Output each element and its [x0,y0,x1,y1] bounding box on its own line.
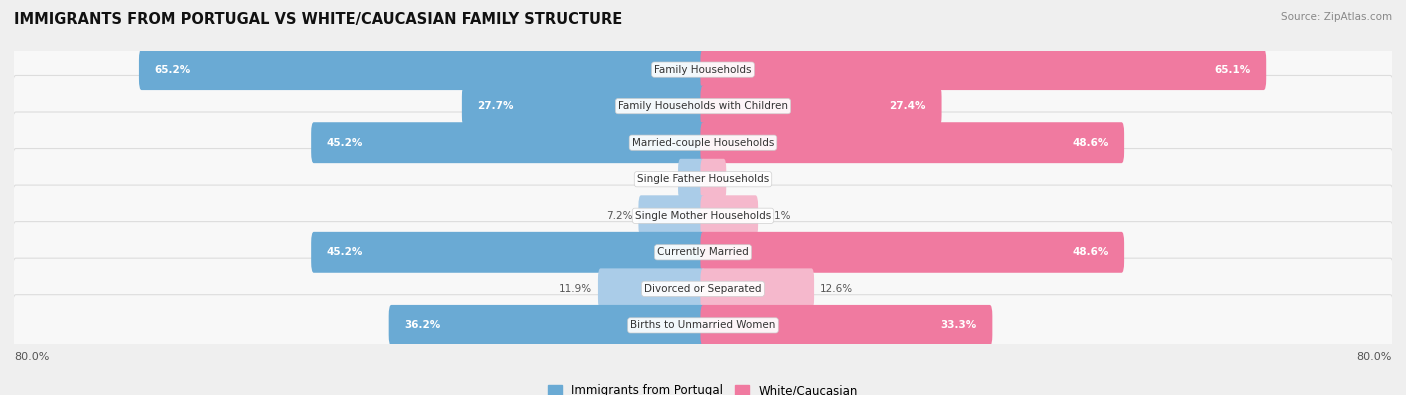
FancyBboxPatch shape [13,112,1393,173]
Text: Single Father Households: Single Father Households [637,174,769,184]
FancyBboxPatch shape [388,305,706,346]
Text: 6.1%: 6.1% [763,211,790,221]
Text: 11.9%: 11.9% [558,284,592,294]
Text: Divorced or Separated: Divorced or Separated [644,284,762,294]
FancyBboxPatch shape [461,86,706,127]
Text: 33.3%: 33.3% [941,320,977,330]
Text: 65.1%: 65.1% [1215,65,1251,75]
FancyBboxPatch shape [13,185,1393,246]
FancyBboxPatch shape [139,49,706,90]
Text: Family Households: Family Households [654,65,752,75]
FancyBboxPatch shape [700,86,942,127]
FancyBboxPatch shape [700,49,1267,90]
FancyBboxPatch shape [700,122,1125,163]
FancyBboxPatch shape [700,305,993,346]
FancyBboxPatch shape [311,232,706,273]
Text: 2.6%: 2.6% [645,174,672,184]
Text: Births to Unmarried Women: Births to Unmarried Women [630,320,776,330]
FancyBboxPatch shape [311,122,706,163]
Text: 27.4%: 27.4% [890,101,927,111]
Text: 80.0%: 80.0% [14,352,49,362]
FancyBboxPatch shape [13,258,1393,320]
Text: 45.2%: 45.2% [326,247,363,257]
FancyBboxPatch shape [13,75,1393,137]
Text: 80.0%: 80.0% [1357,352,1392,362]
FancyBboxPatch shape [678,159,706,200]
Text: 48.6%: 48.6% [1073,138,1108,148]
FancyBboxPatch shape [700,159,727,200]
FancyBboxPatch shape [700,195,758,236]
Text: 27.7%: 27.7% [478,101,513,111]
Text: 2.4%: 2.4% [733,174,759,184]
FancyBboxPatch shape [13,149,1393,210]
Text: 36.2%: 36.2% [404,320,440,330]
Text: 12.6%: 12.6% [820,284,853,294]
Text: Source: ZipAtlas.com: Source: ZipAtlas.com [1281,12,1392,22]
FancyBboxPatch shape [598,268,706,309]
Text: Currently Married: Currently Married [657,247,749,257]
Text: Married-couple Households: Married-couple Households [631,138,775,148]
Text: 7.2%: 7.2% [606,211,633,221]
Text: IMMIGRANTS FROM PORTUGAL VS WHITE/CAUCASIAN FAMILY STRUCTURE: IMMIGRANTS FROM PORTUGAL VS WHITE/CAUCAS… [14,12,623,27]
Text: 48.6%: 48.6% [1073,247,1108,257]
FancyBboxPatch shape [638,195,706,236]
Text: 45.2%: 45.2% [326,138,363,148]
Text: Family Households with Children: Family Households with Children [619,101,787,111]
Text: 65.2%: 65.2% [155,65,191,75]
Legend: Immigrants from Portugal, White/Caucasian: Immigrants from Portugal, White/Caucasia… [543,380,863,395]
FancyBboxPatch shape [13,222,1393,283]
FancyBboxPatch shape [13,295,1393,356]
Text: Single Mother Households: Single Mother Households [636,211,770,221]
FancyBboxPatch shape [13,39,1393,100]
FancyBboxPatch shape [700,232,1125,273]
FancyBboxPatch shape [700,268,814,309]
